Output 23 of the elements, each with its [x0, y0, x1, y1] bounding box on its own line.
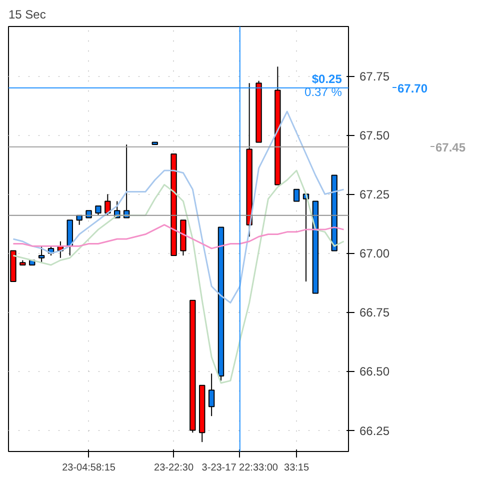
y-tick-label: 66.50 — [360, 364, 390, 379]
candlestick — [104, 194, 111, 216]
x-tick-label: 23-22:30 — [154, 462, 194, 474]
x-tick-label: 23-04:58:15 — [62, 462, 116, 474]
line-series — [12, 110, 345, 304]
candlestick — [95, 205, 102, 216]
y-tick-label: 66.25 — [360, 424, 390, 438]
candlestick — [293, 188, 300, 202]
ref-line-label: 67.70 — [398, 81, 428, 96]
ref-line-label: 67.45 — [436, 140, 466, 154]
x-tick-label: 3-23-17 22:33:00 — [202, 462, 278, 474]
y-tick-label: 67.25 — [360, 188, 390, 202]
y-tick-label: 66.75 — [360, 306, 390, 320]
line-series — [12, 170, 345, 384]
chart-title: 15 Sec — [8, 8, 46, 22]
annotation: 0.37 % — [304, 84, 342, 99]
y-tick-label: 67.50 — [360, 128, 390, 143]
candlestick — [38, 246, 45, 264]
candlestick — [208, 373, 215, 417]
y-tick-label: 67.75 — [360, 70, 390, 84]
annotation: $0.25 — [312, 72, 342, 86]
x-tick-label: 33:15 — [284, 462, 310, 474]
y-tick-label: 67.00 — [360, 246, 390, 261]
